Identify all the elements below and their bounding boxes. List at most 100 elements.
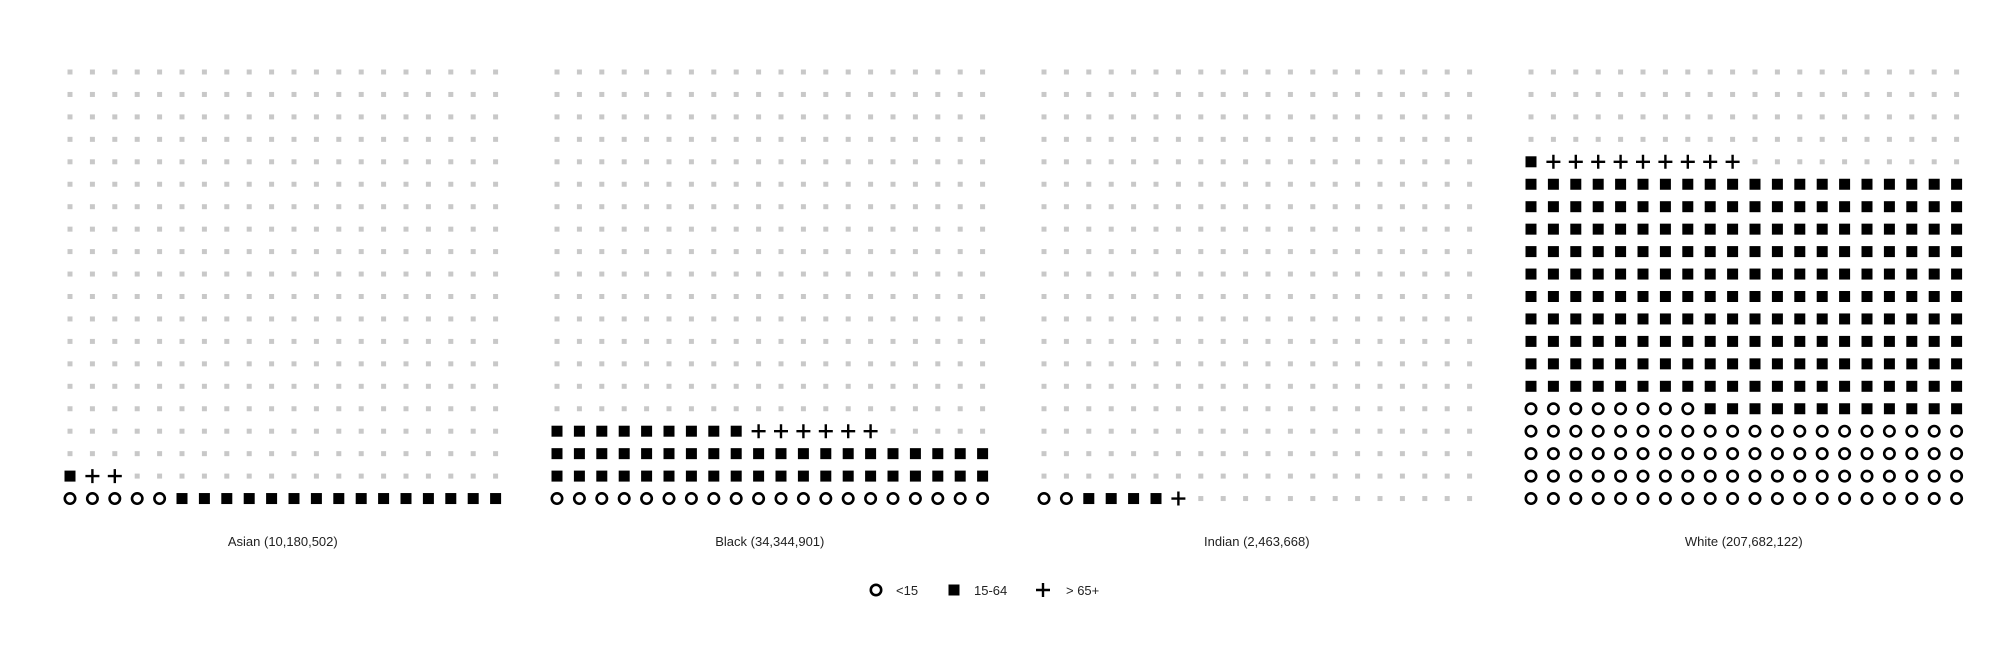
- empty-cell: [1573, 69, 1579, 75]
- age15to64-mark: [1816, 201, 1828, 213]
- empty-cell: [1310, 91, 1316, 97]
- age15to64-mark: [1794, 358, 1806, 370]
- panel-label: Indian (2,463,668): [1204, 534, 1310, 549]
- empty-cell: [1041, 338, 1047, 344]
- empty-cell: [67, 136, 73, 142]
- empty-cell: [778, 406, 784, 412]
- empty-cell: [470, 136, 476, 142]
- empty-cell: [800, 159, 806, 165]
- empty-cell: [246, 383, 252, 389]
- under15-mark: [707, 492, 721, 506]
- empty-cell: [470, 383, 476, 389]
- empty-cell: [576, 316, 582, 322]
- empty-cell: [1444, 114, 1450, 120]
- empty-cell: [1131, 204, 1137, 210]
- empty-cell: [733, 383, 739, 389]
- empty-cell: [470, 406, 476, 412]
- empty-cell: [1909, 69, 1915, 75]
- empty-cell: [688, 226, 694, 232]
- waffle-panel: Indian (2,463,668): [1037, 69, 1473, 549]
- empty-cell: [403, 473, 409, 479]
- age15to64-mark: [1951, 201, 1963, 213]
- empty-cell: [845, 91, 851, 97]
- empty-cell: [1175, 181, 1181, 187]
- empty-cell: [313, 159, 319, 165]
- empty-cell: [134, 69, 140, 75]
- empty-cell: [1108, 338, 1114, 344]
- empty-cell: [89, 181, 95, 187]
- empty-cell: [1399, 428, 1405, 434]
- empty-cell: [89, 91, 95, 97]
- empty-cell: [688, 338, 694, 344]
- under15-mark: [640, 492, 654, 506]
- circle-outline-icon: [869, 583, 883, 597]
- empty-cell: [1377, 428, 1383, 434]
- empty-cell: [1220, 473, 1226, 479]
- age15to64-mark: [333, 493, 345, 505]
- empty-cell: [1265, 451, 1271, 457]
- empty-cell: [1467, 91, 1473, 97]
- empty-cell: [576, 383, 582, 389]
- age15to64-mark: [1951, 223, 1963, 235]
- empty-cell: [1310, 428, 1316, 434]
- under15-mark: [1882, 469, 1896, 483]
- empty-cell: [403, 114, 409, 120]
- age15to64-mark: [1570, 201, 1582, 213]
- empty-cell: [957, 249, 963, 255]
- empty-cell: [1063, 204, 1069, 210]
- age15to64-mark: [820, 470, 832, 482]
- empty-cell: [89, 428, 95, 434]
- empty-cell: [845, 159, 851, 165]
- age15to64-mark: [1951, 403, 1963, 415]
- under15-mark: [1793, 447, 1807, 461]
- age15to64-mark: [1083, 493, 1095, 505]
- empty-cell: [800, 226, 806, 232]
- empty-cell: [711, 271, 717, 277]
- empty-cell: [1355, 428, 1361, 434]
- age15to64-mark: [685, 470, 697, 482]
- under15-mark: [572, 492, 586, 506]
- empty-cell: [1287, 271, 1293, 277]
- age15to64-mark: [1637, 358, 1649, 370]
- empty-cell: [246, 226, 252, 232]
- empty-cell: [1041, 383, 1047, 389]
- empty-cell: [1243, 204, 1249, 210]
- empty-cell: [1108, 451, 1114, 457]
- empty-cell: [711, 91, 717, 97]
- under15-mark: [1569, 492, 1583, 506]
- empty-cell: [1595, 136, 1601, 142]
- empty-cell: [1131, 159, 1137, 165]
- empty-cell: [112, 428, 118, 434]
- age15to64-mark: [1704, 223, 1716, 235]
- empty-cell: [823, 69, 829, 75]
- age15to64-mark: [1525, 201, 1537, 213]
- empty-cell: [1131, 294, 1137, 299]
- empty-cell: [1086, 91, 1092, 97]
- empty-cell: [269, 271, 275, 277]
- under15-mark: [1950, 492, 1964, 506]
- empty-cell: [358, 226, 364, 232]
- empty-cell: [1310, 496, 1316, 502]
- under15-mark: [1569, 424, 1583, 438]
- empty-cell: [1220, 294, 1226, 299]
- empty-cell: [1422, 136, 1428, 142]
- empty-cell: [1198, 361, 1204, 367]
- empty-cell: [688, 181, 694, 187]
- empty-cell: [403, 181, 409, 187]
- filled-square-icon: [948, 584, 960, 596]
- empty-cell: [1041, 91, 1047, 97]
- empty-cell: [1220, 428, 1226, 434]
- empty-cell: [1355, 249, 1361, 255]
- empty-cell: [67, 338, 73, 344]
- empty-cell: [291, 271, 297, 277]
- empty-cell: [224, 91, 230, 97]
- empty-cell: [1310, 181, 1316, 187]
- age15to64-mark: [1659, 201, 1671, 213]
- empty-cell: [1467, 271, 1473, 277]
- age15to64-mark: [1615, 223, 1627, 235]
- empty-cell: [1954, 69, 1960, 75]
- empty-cell: [470, 473, 476, 479]
- empty-cell: [67, 294, 73, 299]
- empty-cell: [621, 338, 627, 344]
- empty-cell: [733, 294, 739, 299]
